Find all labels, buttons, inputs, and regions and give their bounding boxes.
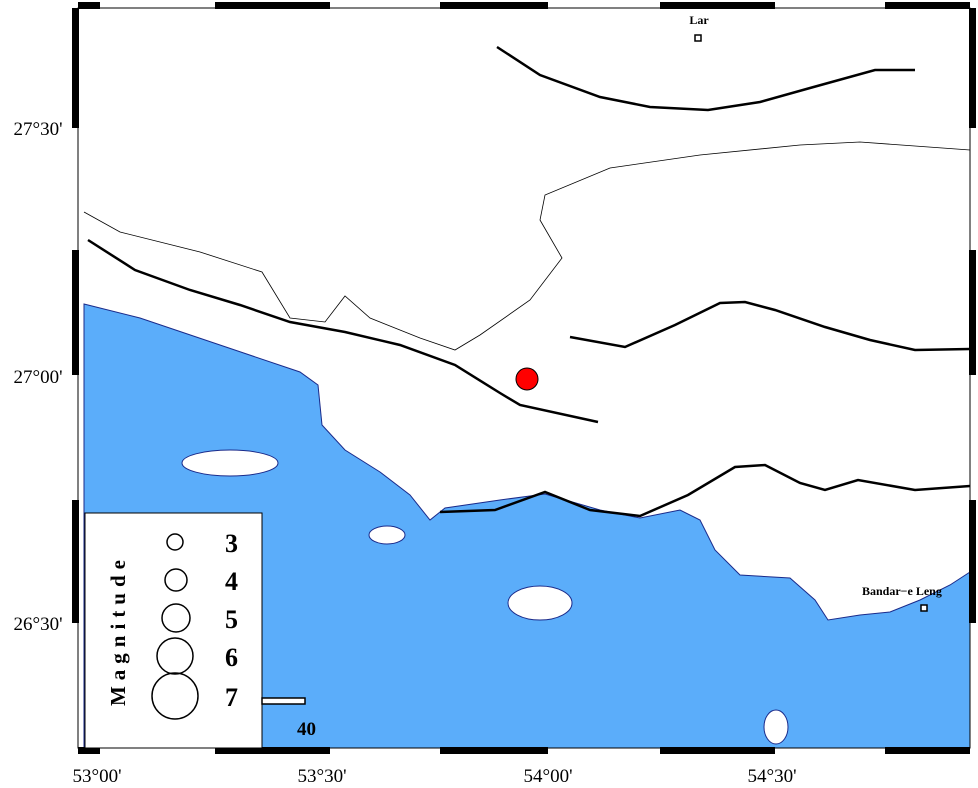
margin	[970, 0, 978, 788]
legend-circle	[161, 603, 191, 633]
island	[507, 585, 573, 621]
city-label: Lar	[689, 13, 709, 27]
lat-label: 27°30'	[13, 119, 62, 140]
lat-label: 26°30'	[13, 614, 62, 635]
city-marker	[920, 604, 928, 612]
margin	[0, 0, 78, 788]
legend-label: 6	[225, 643, 238, 672]
legend-circle	[166, 533, 184, 551]
legend-circle	[164, 568, 188, 592]
scale-bar	[261, 697, 306, 705]
fault	[87, 238, 599, 424]
margin	[78, 748, 978, 788]
legend: Magnitude 3 4 5 6 7	[84, 512, 263, 749]
island	[181, 449, 279, 477]
legend-box	[84, 512, 263, 749]
lat-label: 27°00'	[13, 367, 62, 388]
legend-circle	[156, 637, 194, 675]
lon-label: 54°00'	[523, 766, 572, 787]
epicenter	[515, 367, 539, 391]
city-marker	[694, 34, 702, 42]
frame	[72, 2, 976, 754]
fault	[569, 300, 971, 352]
legend-title: Magnitude	[106, 554, 130, 706]
sea	[83, 303, 971, 749]
fault	[439, 463, 971, 518]
legend-label: 3	[225, 529, 238, 558]
island	[368, 525, 406, 545]
legend-label: 7	[225, 683, 238, 712]
map-area: Lar Bandar−e Leng	[83, 13, 971, 749]
city-label: Bandar−e Leng	[862, 584, 942, 598]
fault	[496, 45, 915, 112]
lon-label: 54°30'	[747, 766, 796, 787]
lon-label: 53°30'	[297, 766, 346, 787]
lon-label: 53°00'	[72, 766, 121, 787]
legend-label: 4	[225, 567, 238, 596]
legend-label: 5	[225, 605, 238, 634]
legend-circle	[151, 672, 199, 720]
island	[763, 709, 789, 745]
boundary-line	[83, 141, 971, 351]
scale-label: 40	[297, 719, 316, 740]
